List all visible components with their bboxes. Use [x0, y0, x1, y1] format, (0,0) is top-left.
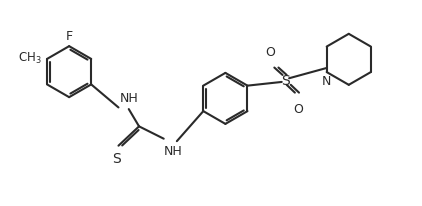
Text: S: S [281, 74, 289, 88]
Text: O: O [266, 46, 276, 59]
Text: S: S [112, 151, 121, 165]
Text: CH$_3$: CH$_3$ [18, 50, 42, 66]
Text: N: N [322, 75, 331, 88]
Text: F: F [65, 29, 73, 42]
Text: NH: NH [119, 92, 138, 105]
Text: O: O [294, 102, 303, 115]
Text: NH: NH [164, 145, 182, 158]
